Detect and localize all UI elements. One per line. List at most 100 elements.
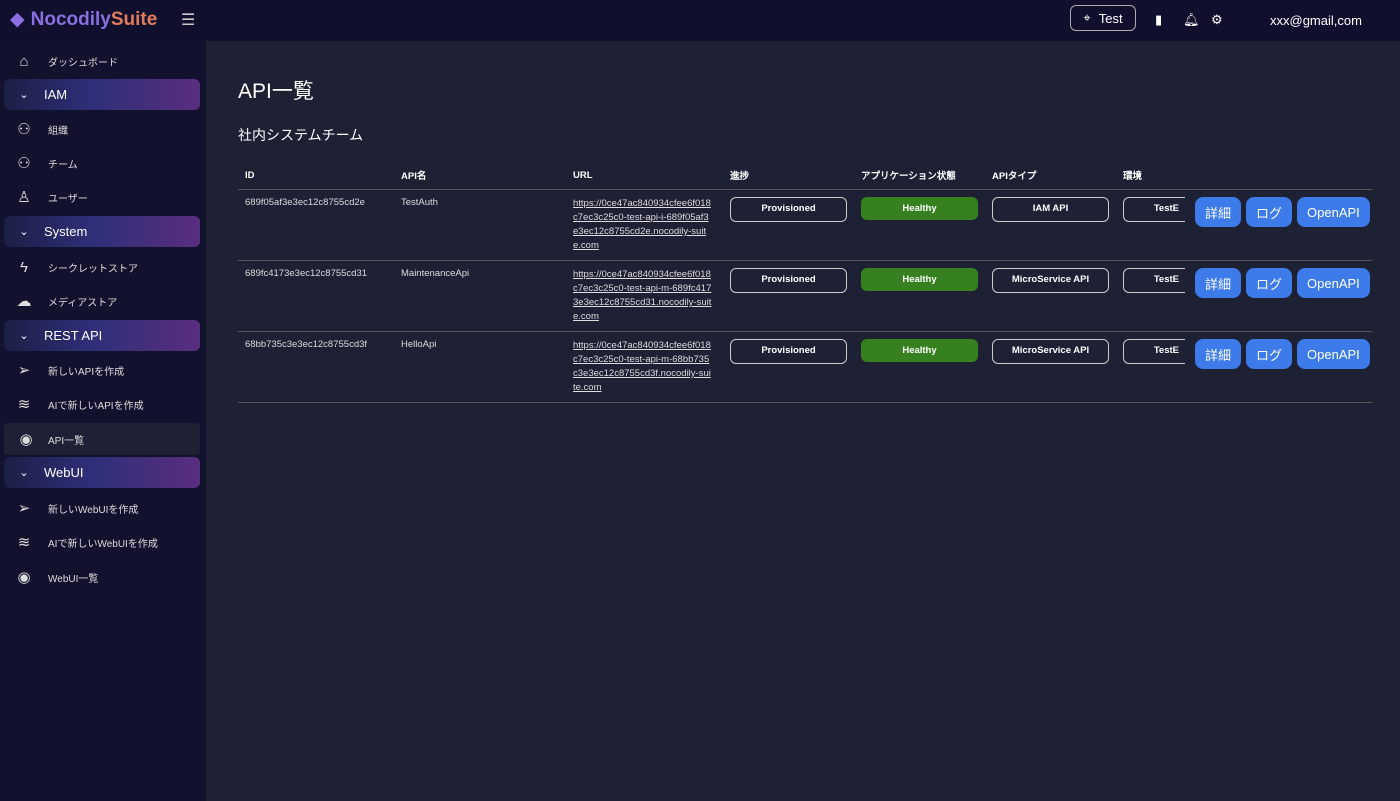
environment-badge: TestE [1123,197,1185,222]
api-type-badge: MicroService API [992,268,1109,293]
logo-icon: ◆ [10,9,25,30]
sidebar-item-label: WebUI一覧 [48,573,99,585]
sidebar-item[interactable]: ⚇ チーム [0,147,206,179]
send-icon: ➢ [17,500,31,517]
api-url-link[interactable]: https://0ce47ac840934cfee6f018c7ec3c25c0… [573,269,712,322]
api-name: MaintenanceApi [394,260,566,332]
layers-icon: ≋ [17,396,31,413]
gear-icon[interactable]: ⚙ [1211,12,1223,27]
sidebar-item-label: シークレットストア [48,263,138,275]
crosshair-icon: ⌖ [1083,10,1091,25]
sidebar-section-label: System [44,224,88,239]
sidebar-item[interactable]: ≋ AIで新しいWebUIを作成 [0,526,206,558]
chevron-down-icon: ⌄ [19,467,29,479]
column-header: ID [238,160,394,190]
layers-icon: ≋ [17,534,31,551]
section-title: 社内システムチーム [238,127,364,143]
health-badge: Healthy [861,197,978,220]
api-type-badge: MicroService API [992,339,1109,364]
sidebar-section-iam[interactable]: ⌄ IAM [4,79,200,110]
sidebar-item[interactable]: ≋ AIで新しいAPIを作成 [0,388,206,420]
api-id: 689fc4173e3ec12c8755cd31 [238,260,394,332]
logo[interactable]: ◆ NocodilySuite [10,8,158,31]
chevron-down-icon: ⌄ [19,330,29,342]
column-header-actions [1188,160,1372,190]
api-url-link[interactable]: https://0ce47ac840934cfee6f018c7ec3c25c0… [573,340,711,393]
user-email[interactable]: xxx@gmail,com [1270,13,1362,28]
hamburger-menu-icon[interactable]: ☰ [181,12,196,29]
api-table: ID API名 URL 進捗 アプリケーション状態 APIタイプ 環境 689f05af3e… [238,160,1372,403]
sidebar-item[interactable]: ⚇ 組織 [0,113,206,145]
sidebar-item-label: 新しいWebUIを作成 [48,504,139,516]
progress-badge: Provisioned [730,197,847,222]
environment-button[interactable]: ⌖ Test [1070,5,1136,31]
details-button[interactable]: 詳細 [1195,268,1242,298]
api-id: 689f05af3e3ec12c8755cd2e [238,189,394,261]
api-name: TestAuth [394,189,566,261]
bell-icon[interactable]: 🔔︎ [1183,12,1200,27]
sidebar-section-rest-api[interactable]: ⌄ REST API [4,320,200,351]
details-button[interactable]: 詳細 [1195,339,1242,369]
sidebar-item[interactable]: ϟ シークレットストア [0,251,206,283]
sidebar: ⌂ ダッシュボード ⌄ IAM ⚇ 組織 ⚇ チーム ♙ ユーザー ⌄ System ϟ シークレットスト… [0,41,206,801]
sidebar-section-label: WebUI [44,465,84,480]
column-header: API名 [394,160,566,190]
column-header: URL [566,160,723,190]
sidebar-section-label: IAM [44,87,68,102]
openapi-button[interactable]: OpenAPI [1297,197,1370,227]
document-icon[interactable]: ▮ [1155,12,1163,27]
top-bar: ◆ NocodilySuite ☰ ⌖ Test ▮ 🔔︎ ⚙ xxx@gmail,… [0,0,1400,41]
sidebar-item-label: AIで新しいWebUIを作成 [48,538,158,550]
environment-badge: TestE [1123,268,1185,293]
api-name: HelloApi [394,331,566,403]
sidebar-section-label: REST API [44,328,103,343]
column-header: アプリケーション状態 [854,160,985,190]
logs-button[interactable]: ログ [1246,268,1293,298]
sidebar-item[interactable]: ◉ WebUI一覧 [0,561,206,593]
health-badge: Healthy [861,339,978,362]
sidebar-item-label: API一覧 [48,435,85,447]
table-row: 689f05af3e3ec12c8755cd2e TestAuth https:… [238,189,1372,261]
sidebar-item[interactable]: ⌂ ダッシュボード [0,45,206,77]
sidebar-item[interactable]: ♙ ユーザー [0,181,206,213]
eye-icon: ◉ [17,569,31,586]
users-icon: ⚇ [17,155,31,172]
home-icon: ⌂ [19,52,29,70]
openapi-button[interactable]: OpenAPI [1297,339,1370,369]
table-row: 689fc4173e3ec12c8755cd31 MaintenanceApi … [238,260,1372,332]
sidebar-item-label: 組織 [48,125,68,137]
api-url-link[interactable]: https://0ce47ac840934cfee6f018c7ec3c25c0… [573,198,711,251]
api-id: 68bb735c3e3ec12c8755cd3f [238,331,394,403]
sidebar-item-label: AIで新しいAPIを作成 [48,400,144,412]
sidebar-item-label: ユーザー [48,193,88,205]
logs-button[interactable]: ログ [1246,339,1293,369]
sidebar-item[interactable]: ☁ メディアストア [0,285,206,317]
cloud-upload-icon: ☁ [16,293,32,310]
sidebar-item[interactable]: ➢ 新しいAPIを作成 [0,354,206,386]
sidebar-item-label: 新しいAPIを作成 [48,366,125,378]
sidebar-item-label: メディアストア [48,297,118,309]
sidebar-section-webui[interactable]: ⌄ WebUI [4,457,200,488]
api-type-badge: IAM API [992,197,1109,222]
chevron-down-icon: ⌄ [19,226,29,238]
logs-button[interactable]: ログ [1246,197,1293,227]
openapi-button[interactable]: OpenAPI [1297,268,1370,298]
health-badge: Healthy [861,268,978,291]
sidebar-item[interactable]: ◉ API一覧 [4,423,200,455]
progress-badge: Provisioned [730,339,847,364]
sidebar-item[interactable]: ➢ 新しいWebUIを作成 [0,492,206,524]
column-header: APIタイプ [985,160,1116,190]
progress-badge: Provisioned [730,268,847,293]
column-header: 環境 [1116,160,1188,190]
details-button[interactable]: 詳細 [1195,197,1242,227]
column-header: 進捗 [723,160,854,190]
page-title: API一覧 [238,80,314,103]
eye-icon: ◉ [19,431,33,448]
environment-badge: TestE [1123,339,1185,364]
sidebar-item-label: ダッシュボード [48,57,118,69]
sidebar-item-label: チーム [48,159,78,171]
bolt-icon: ϟ [20,258,28,276]
user-icon: ♙ [17,189,31,206]
send-icon: ➢ [17,362,31,379]
sidebar-section-system[interactable]: ⌄ System [4,216,200,247]
